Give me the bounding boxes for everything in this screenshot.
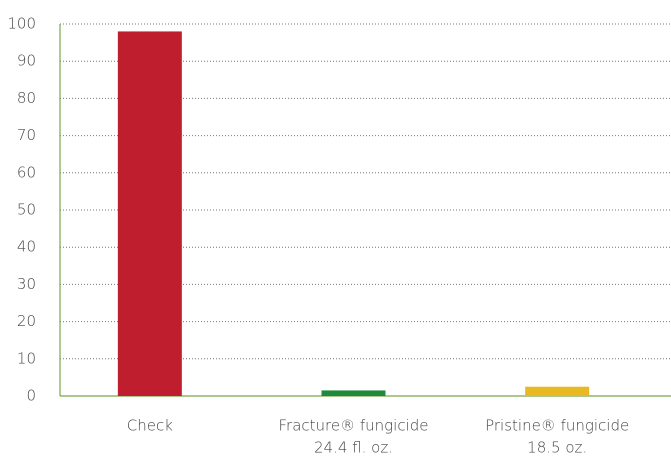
bar bbox=[117, 31, 182, 396]
y-tick-label: 40 bbox=[17, 238, 36, 256]
y-tick-label: 50 bbox=[17, 201, 36, 219]
y-tick-label: 70 bbox=[17, 126, 36, 144]
y-tick-label: 30 bbox=[17, 275, 36, 293]
x-tick-label: Fracture® fungicide bbox=[279, 417, 429, 435]
x-tick-label: Check bbox=[127, 417, 173, 435]
y-tick-label: 60 bbox=[17, 163, 36, 181]
y-tick-label: 100 bbox=[7, 15, 36, 33]
bar bbox=[321, 390, 386, 396]
x-tick-label: 18.5 oz. bbox=[527, 439, 587, 457]
y-tick-label: 80 bbox=[17, 89, 36, 107]
y-tick-label: 90 bbox=[17, 52, 36, 70]
y-tick-label: 10 bbox=[17, 349, 36, 367]
x-tick-label: 24.4 fl. oz. bbox=[314, 439, 393, 457]
x-tick-label: Pristine® fungicide bbox=[485, 417, 629, 435]
y-tick-label: 0 bbox=[26, 387, 36, 405]
bar bbox=[525, 386, 590, 396]
y-tick-label: 20 bbox=[17, 312, 36, 330]
